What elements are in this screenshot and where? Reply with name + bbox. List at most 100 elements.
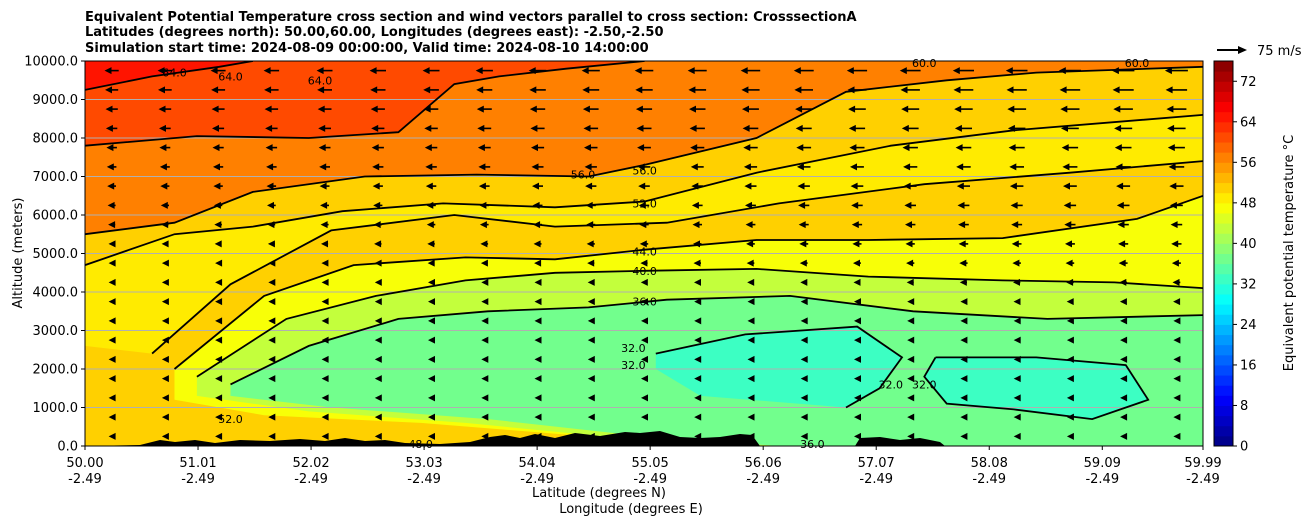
wind-arrow bbox=[423, 86, 439, 94]
wind-arrow bbox=[688, 86, 707, 94]
wind-arrow-head bbox=[1167, 144, 1175, 152]
wind-arrow bbox=[266, 182, 277, 190]
wind-arrow-head bbox=[954, 124, 962, 132]
wind-arrow-head bbox=[587, 394, 595, 402]
wind-arrow bbox=[960, 375, 968, 383]
wind-arrow-head bbox=[321, 317, 329, 325]
chart-title-line-2: Latitudes (degrees north): 50.00,60.00, … bbox=[85, 25, 664, 40]
wind-arrow-head bbox=[1013, 394, 1021, 402]
wind-arrow-head bbox=[374, 355, 382, 363]
wind-arrow-head bbox=[956, 163, 964, 171]
wind-arrow bbox=[374, 375, 382, 383]
wind-arrow-head bbox=[481, 336, 489, 344]
wind-arrow bbox=[481, 355, 489, 363]
contour-label-5: 52.0 bbox=[632, 197, 657, 210]
wind-arrow-head bbox=[953, 86, 961, 94]
wind-arrow-head bbox=[1065, 240, 1072, 248]
wind-arrow-head bbox=[533, 240, 541, 248]
wind-arrow bbox=[106, 144, 117, 152]
x-tick-label-lon: -2.49 bbox=[1186, 472, 1220, 487]
wind-arrow-head bbox=[532, 201, 540, 209]
wind-arrow bbox=[1063, 182, 1077, 190]
wind-arrow-head bbox=[846, 67, 854, 75]
wind-arrow-head bbox=[268, 278, 276, 286]
wind-arrow bbox=[800, 375, 808, 383]
wind-arrow-head bbox=[374, 240, 382, 248]
wind-arrow-head bbox=[108, 432, 116, 440]
wind-arrow-head bbox=[422, 67, 430, 75]
fill-band-upper-1 bbox=[85, 61, 645, 146]
y-tick-label: 4000.0 bbox=[33, 286, 79, 301]
wind-arrow-head bbox=[640, 278, 648, 286]
wind-arrow bbox=[321, 317, 329, 325]
wind-arrow-head bbox=[694, 394, 702, 402]
wind-arrow-head bbox=[265, 124, 273, 132]
wind-arrow-head bbox=[214, 240, 222, 248]
wind-arrow-head bbox=[747, 355, 755, 363]
wind-arrow bbox=[742, 105, 759, 113]
wind-arrow-head bbox=[636, 124, 644, 132]
wind-arrow bbox=[1120, 355, 1128, 363]
wind-arrow-head bbox=[428, 298, 435, 306]
wind-arrow-head bbox=[159, 163, 167, 171]
wind-arrow bbox=[268, 432, 276, 440]
wind-arrow bbox=[1168, 163, 1185, 171]
fill-band-32-4 bbox=[924, 357, 1149, 420]
wind-arrow-head bbox=[797, 182, 805, 190]
wind-arrow bbox=[534, 413, 542, 421]
contour-label-13: 52.0 bbox=[218, 413, 243, 426]
fill-band-32-3 bbox=[655, 326, 902, 408]
wind-arrow bbox=[906, 259, 915, 267]
wind-arrow bbox=[428, 375, 435, 383]
wind-arrow-head bbox=[427, 259, 435, 267]
wind-arrow-head bbox=[587, 259, 595, 267]
wind-arrow-head bbox=[798, 201, 806, 209]
wind-arrow-head bbox=[374, 259, 382, 267]
wind-arrow bbox=[1065, 240, 1075, 248]
y-tick-label: 6000.0 bbox=[33, 209, 79, 224]
wind-arrow-head bbox=[106, 163, 114, 171]
wind-arrow-head bbox=[1013, 375, 1021, 383]
wind-arrow bbox=[1115, 163, 1131, 171]
fill-band-upper-2 bbox=[85, 61, 253, 90]
wind-arrow-head bbox=[423, 105, 431, 113]
wind-arrow bbox=[317, 86, 332, 94]
wind-arrow-head bbox=[800, 298, 808, 306]
wind-arrow bbox=[901, 124, 919, 132]
wind-arrow bbox=[534, 317, 542, 325]
wind-arrow bbox=[265, 124, 278, 132]
contour-line-32-9 bbox=[923, 356, 1150, 421]
wind-arrow bbox=[157, 67, 173, 75]
wind-arrow-head bbox=[905, 221, 912, 229]
wind-arrow-head bbox=[428, 336, 435, 344]
wind-arrow bbox=[268, 336, 276, 344]
wind-arrow-head bbox=[691, 182, 699, 190]
wind-arrow-head bbox=[1164, 67, 1172, 75]
wind-arrow bbox=[268, 259, 276, 267]
wind-arrow bbox=[267, 201, 276, 209]
wind-arrow bbox=[901, 105, 920, 113]
wind-arrow bbox=[800, 336, 808, 344]
wind-arrow bbox=[321, 355, 329, 363]
wind-arrow-head bbox=[907, 432, 915, 440]
wind-arrow-head bbox=[1006, 86, 1014, 94]
wind-arrow bbox=[1114, 144, 1132, 152]
wind-arrow bbox=[1008, 144, 1025, 152]
wind-arrow bbox=[426, 201, 436, 209]
wind-arrow bbox=[745, 221, 756, 229]
wind-arrow-head bbox=[476, 86, 484, 94]
contour-line-36-7 bbox=[230, 294, 1203, 386]
wind-arrow-head bbox=[108, 298, 116, 306]
wind-arrow bbox=[161, 355, 169, 363]
wind-arrow-head bbox=[954, 105, 962, 113]
wind-arrow-head bbox=[481, 375, 489, 383]
wind-arrow-head bbox=[583, 124, 591, 132]
wind-arrow-head bbox=[159, 144, 167, 152]
x-tick-label-lat: 50.00 bbox=[66, 456, 103, 471]
wind-arrow bbox=[215, 375, 223, 383]
wind-arrow-head bbox=[321, 298, 329, 306]
wind-arrow bbox=[161, 413, 169, 421]
wind-arrow-head bbox=[955, 144, 963, 152]
y-tick-label: 8000.0 bbox=[33, 132, 79, 147]
x-tick-label-lon: -2.49 bbox=[746, 472, 780, 487]
